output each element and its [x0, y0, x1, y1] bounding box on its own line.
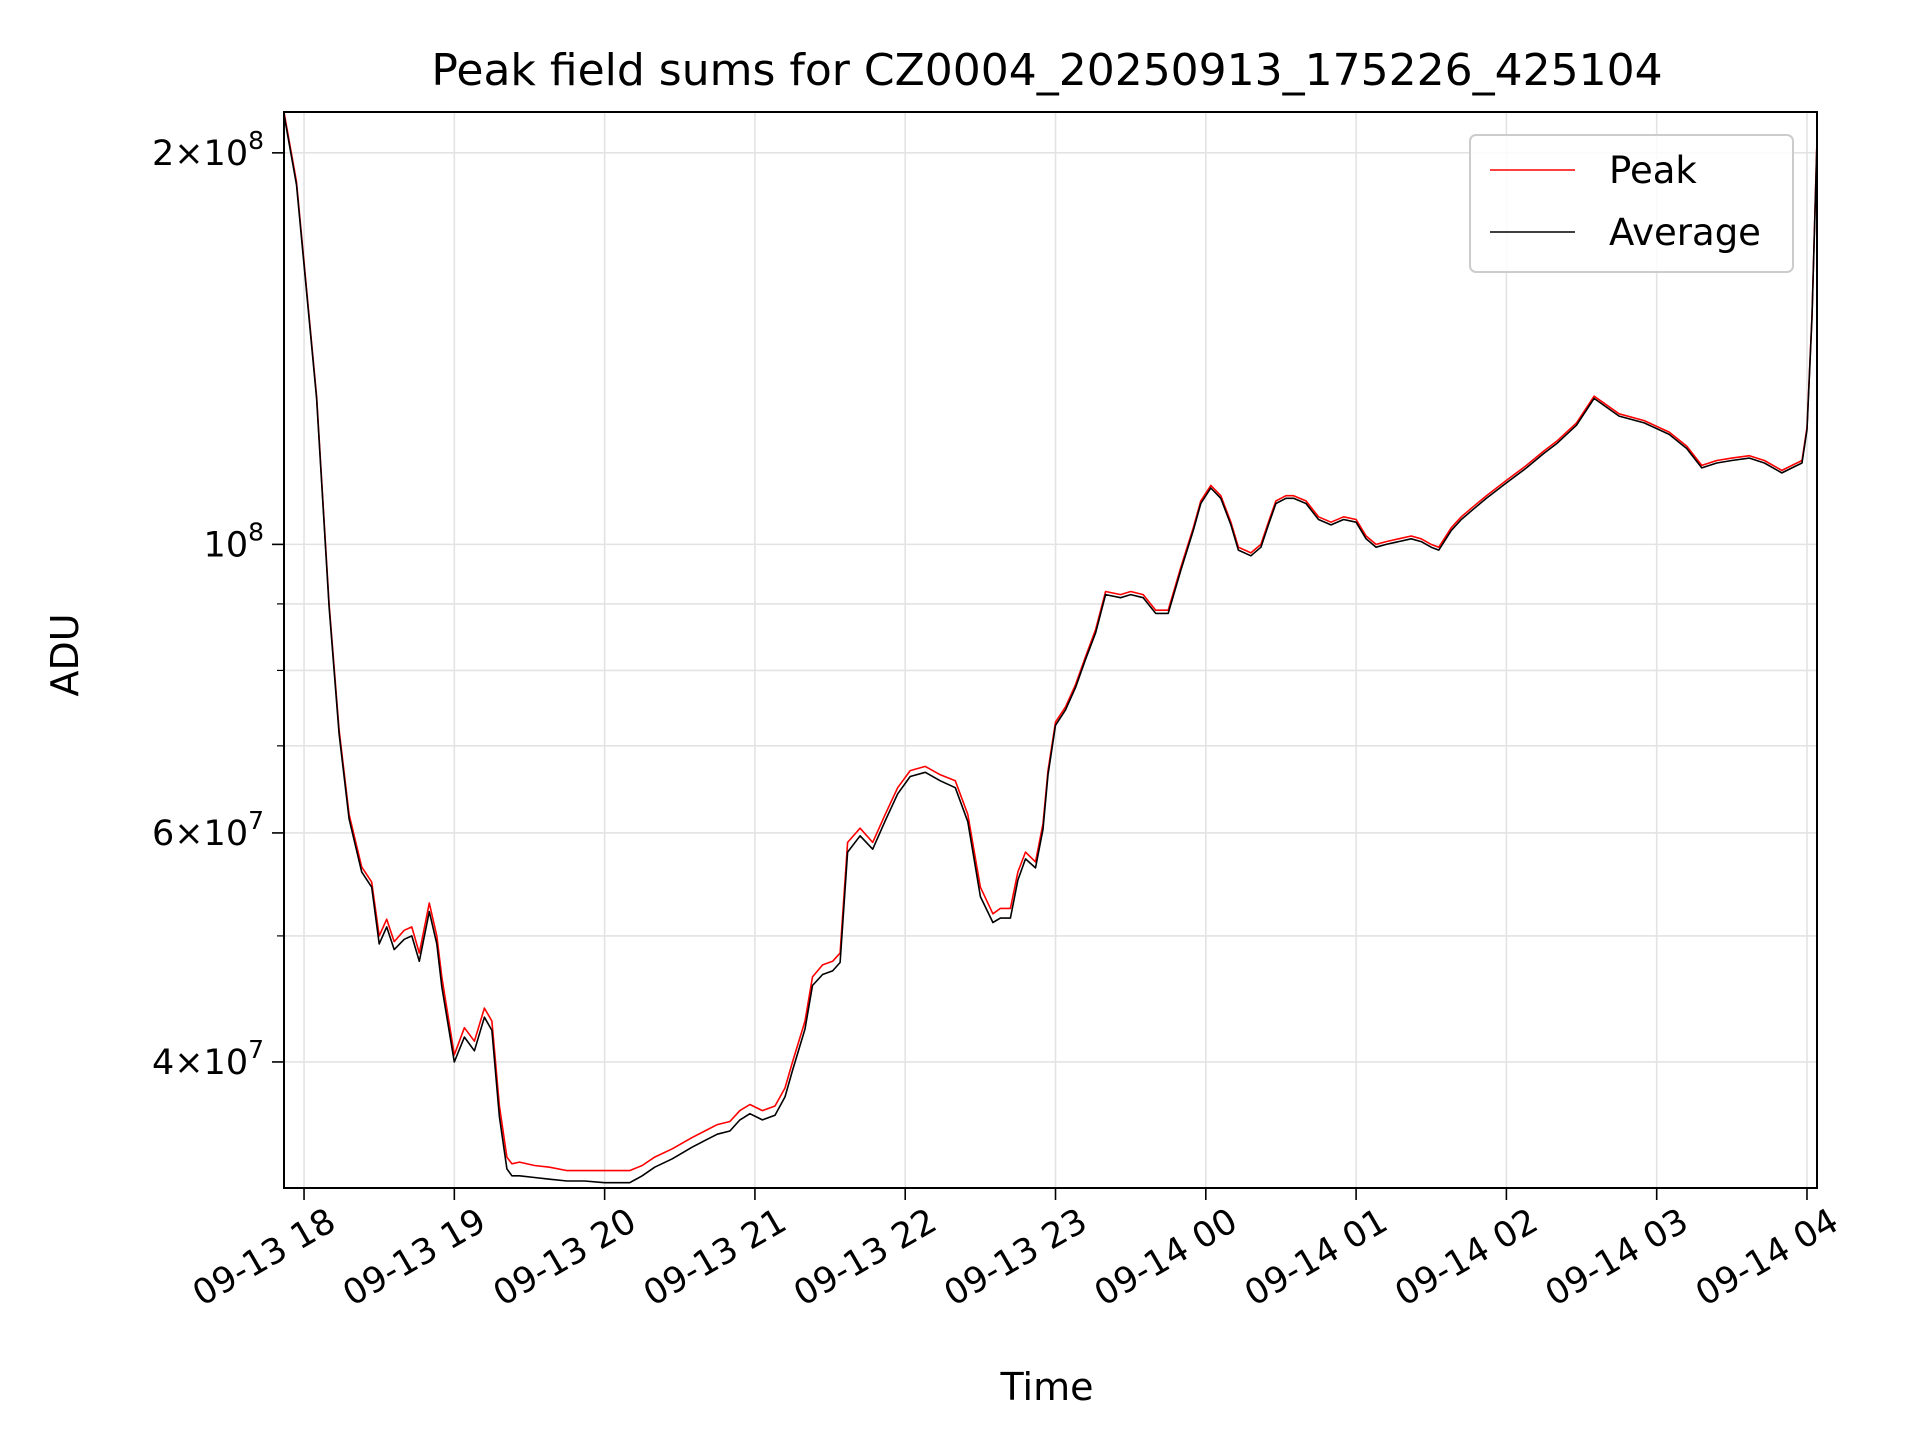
y-tick-label: 6×107: [152, 806, 264, 854]
legend-label: Peak: [1609, 149, 1697, 192]
series-line-peak: [283, 111, 1818, 1172]
legend: Peak Average: [1469, 134, 1794, 273]
series-line-average: [283, 114, 1818, 1184]
series-lines: [283, 111, 1818, 1184]
y-tick-label: 2×108: [152, 126, 264, 174]
plot-frame: [283, 111, 1818, 1189]
y-tick-label: 108: [204, 517, 264, 565]
legend-label: Average: [1609, 211, 1761, 254]
y-tick-label: 4×107: [152, 1035, 264, 1083]
x-axis-label: Time: [1000, 1365, 1094, 1409]
chart-title: Peak field sums for CZ0004_20250913_1752…: [431, 45, 1662, 96]
grid-lines: [284, 112, 1817, 1188]
y-axis-label: ADU: [43, 613, 87, 696]
